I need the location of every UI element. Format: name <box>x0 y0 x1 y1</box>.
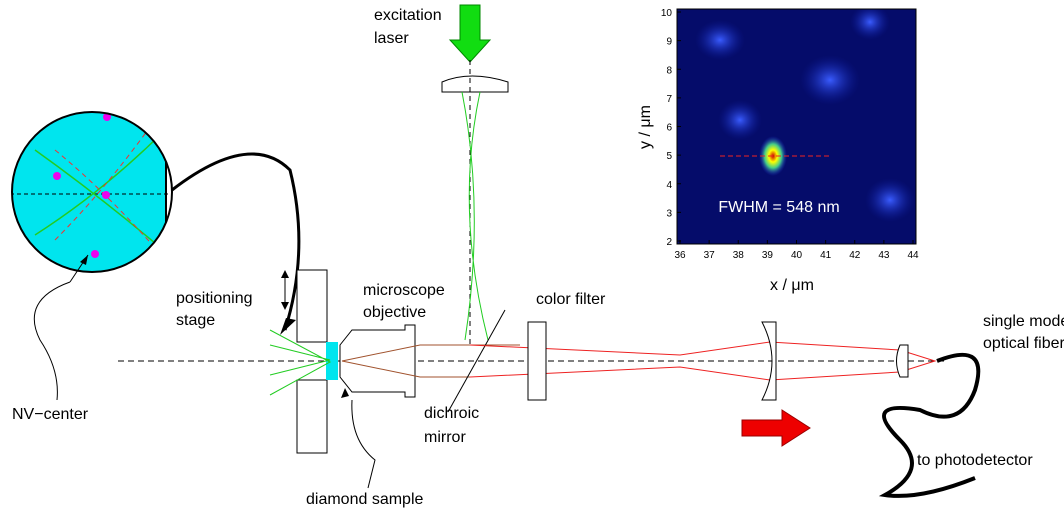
diagram: 36 37 38 39 40 41 42 43 44 2 3 4 5 6 7 8 9 10 FWHM = 548 … <box>0 0 1064 514</box>
x-tick-label: 37 <box>704 250 716 261</box>
y-tick-label: 7 <box>666 94 672 105</box>
y-tick-label: 9 <box>666 37 672 48</box>
label: NV−center <box>12 406 89 423</box>
label: excitation <box>374 7 442 24</box>
label: diamond sample <box>306 491 424 508</box>
x-tick-label: 42 <box>849 250 861 261</box>
label: mirror <box>424 429 466 446</box>
label: microscope <box>363 282 445 299</box>
label: single mode <box>983 313 1064 330</box>
label: stage <box>176 312 215 329</box>
y-tick-label: 2 <box>666 237 672 248</box>
x-axis-label: x / μm <box>770 277 814 294</box>
y-tick-label: 5 <box>666 151 672 162</box>
label: optical fiber <box>983 335 1064 352</box>
x-tick-label: 41 <box>820 250 832 261</box>
x-tick-label: 39 <box>762 250 774 261</box>
label: to photodetector <box>917 452 1033 469</box>
x-tick-label: 44 <box>907 250 919 261</box>
y-tick-label: 8 <box>666 65 672 76</box>
fwhm-label: FWHM = 548 nm <box>718 199 839 216</box>
label: objective <box>363 304 426 321</box>
label: positioning <box>176 290 253 307</box>
y-tick-label: 6 <box>666 123 672 134</box>
label: laser <box>374 30 409 47</box>
x-tick-label: 43 <box>878 250 890 261</box>
y-tick-label: 10 <box>661 8 673 19</box>
x-tick-label: 38 <box>733 250 745 261</box>
y-axis-label: y / μm <box>637 105 654 149</box>
y-tick-label: 3 <box>666 208 672 219</box>
label: color filter <box>536 291 606 308</box>
y-tick-label: 4 <box>666 180 672 191</box>
x-tick-label: 40 <box>791 250 803 261</box>
x-tick-label: 36 <box>674 250 686 261</box>
label: dichroic <box>424 405 479 422</box>
